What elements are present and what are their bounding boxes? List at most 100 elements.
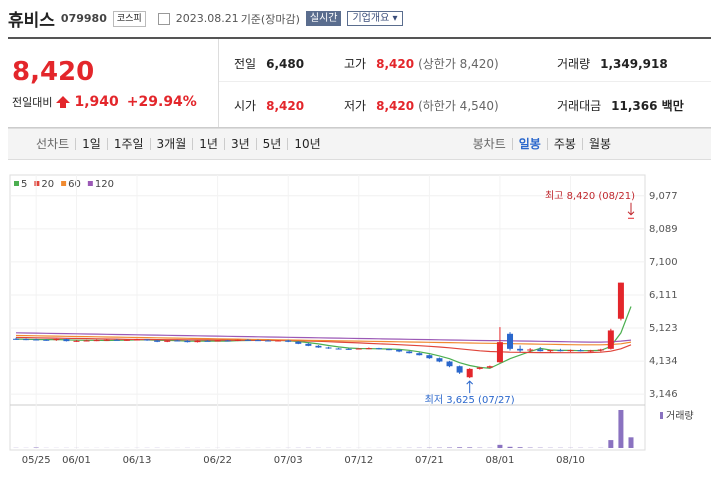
y-tick-label: 4,134 (649, 356, 678, 367)
tab[interactable]: 1년 (192, 138, 224, 150)
candle-body (113, 339, 120, 341)
candle-body (295, 341, 302, 344)
candle-body (254, 340, 261, 342)
stat-label: 시가 (234, 99, 257, 113)
tab[interactable]: 주봉 (546, 138, 582, 150)
candle-body (103, 339, 110, 341)
tab[interactable]: 10년 (287, 138, 326, 150)
stat: 전일 6,480 (234, 55, 304, 72)
candle-body (386, 349, 393, 351)
header: 휴비스 079980 코스피 2023.08.21 기준(장마감) 실시간 기업… (8, 6, 403, 31)
candle-body (244, 339, 251, 341)
candle-body (375, 348, 382, 350)
basis: 기준(장마감) (240, 12, 300, 26)
candle-body (73, 340, 80, 342)
candle-body (617, 282, 624, 319)
stat-value: 1,349,918 (600, 56, 668, 71)
stat-value: 8,420 (266, 98, 305, 113)
y-tick-label: 6,111 (649, 290, 678, 301)
company-button[interactable]: 기업개요 ▾ (347, 11, 403, 26)
candle-body (355, 348, 362, 350)
legend-label: 60 (68, 179, 81, 190)
annotation: 최고 8,420 (08/21) (545, 190, 635, 202)
tab[interactable]: 3년 (223, 138, 256, 150)
tab[interactable]: 5년 (255, 138, 288, 150)
candle-body (486, 366, 493, 368)
candle-body (265, 340, 272, 342)
volume-legend-swatch (660, 412, 663, 419)
chart: 9,077 8,089 7,100 6,111 5,123 4,134 3,146 5 20 60… (9, 174, 694, 466)
x-tick-label: 07/21 (415, 455, 444, 466)
x-tick-label: 05/25 (22, 455, 51, 466)
x-tick-label: 08/01 (486, 455, 515, 466)
stats: 전일 6,480 고가 8,420 (상한가 8,420) 거래량 1,349,918 … (218, 39, 711, 127)
change-value: 1,940 (74, 94, 119, 110)
candle-body (396, 349, 403, 352)
tab[interactable]: 월봉 (581, 138, 617, 150)
candle-body (83, 340, 90, 342)
tab[interactable]: 1주일 (106, 138, 150, 150)
stat: 거래량 1,349,918 (557, 55, 668, 72)
annotation-arrowhead (466, 380, 474, 385)
candle-body (33, 339, 40, 341)
stat-value: 8,420 (376, 56, 415, 71)
candle-body (628, 217, 634, 219)
candle-body (577, 350, 584, 352)
realtime-button[interactable]: 실시간 (305, 11, 342, 26)
candle-body (53, 339, 60, 341)
volume-bar (618, 410, 624, 448)
candle-body (365, 348, 372, 350)
candle-body (446, 361, 453, 367)
candle-body (507, 333, 514, 349)
legend-swatch (61, 181, 67, 186)
period-tabs: 선차트 1일 1주일 3개월 1년 3년 5년 10년 봉차트 일봉 주봉 월봉 (8, 128, 711, 160)
candle-body (345, 348, 352, 350)
x-tick-label: 07/12 (344, 455, 373, 466)
x-tick-label: 08/10 (556, 455, 585, 466)
candle-body (406, 351, 413, 354)
candle-body (426, 355, 433, 359)
volume-bar (628, 437, 634, 448)
tab-group-label: 선차트 (36, 137, 70, 151)
y-tick-label: 9,077 (649, 191, 678, 202)
candle-body (597, 349, 604, 351)
candle-body (184, 340, 191, 343)
stat: 고가 8,420 (상한가 8,420) (344, 55, 499, 72)
candle-body (214, 340, 221, 342)
candle-body (93, 340, 100, 342)
stat: 거래대금 11,366 백만 (557, 97, 684, 114)
quote-box: 8,420 전일대비 1,940 +29.94% 전일 6,480 고가 8,420… (8, 37, 711, 128)
candle-body (416, 353, 423, 356)
volume-bar (457, 447, 463, 448)
legend-swatch (34, 181, 40, 186)
annotation: 최저 3,625 (07/27) (425, 394, 515, 406)
candle-body (224, 340, 231, 342)
candle-body (194, 340, 201, 343)
stat-note: (상한가 8,420) (418, 57, 499, 71)
tab[interactable]: 1일 (75, 138, 107, 150)
candle-body (174, 340, 181, 342)
volume-bar (608, 440, 614, 448)
calendar-icon (157, 12, 170, 25)
candle-body (154, 340, 161, 342)
y-tick-label: 8,089 (649, 224, 678, 235)
y-tick-label: 3,146 (649, 389, 678, 400)
ma-line (15, 336, 632, 354)
candle-body (13, 338, 19, 340)
volume-bar (467, 447, 473, 448)
candle-body (285, 340, 292, 342)
plot-frame (9, 174, 646, 451)
y-tick-label: 7,100 (649, 257, 678, 268)
company-label: 기업개요 (352, 13, 390, 24)
volume-label: 거래량 (666, 410, 694, 422)
candle-body (315, 345, 322, 348)
tab[interactable]: 일봉 (511, 138, 547, 150)
candle-body (547, 350, 554, 352)
tab[interactable]: 3개월 (149, 138, 193, 150)
market: 코스피 (112, 10, 146, 27)
stat-label: 저가 (344, 99, 367, 113)
stat-note: (하한가 4,540) (418, 99, 499, 113)
stat-value: 6,480 (266, 56, 305, 71)
tab-group-label: 봉차트 (472, 137, 506, 151)
